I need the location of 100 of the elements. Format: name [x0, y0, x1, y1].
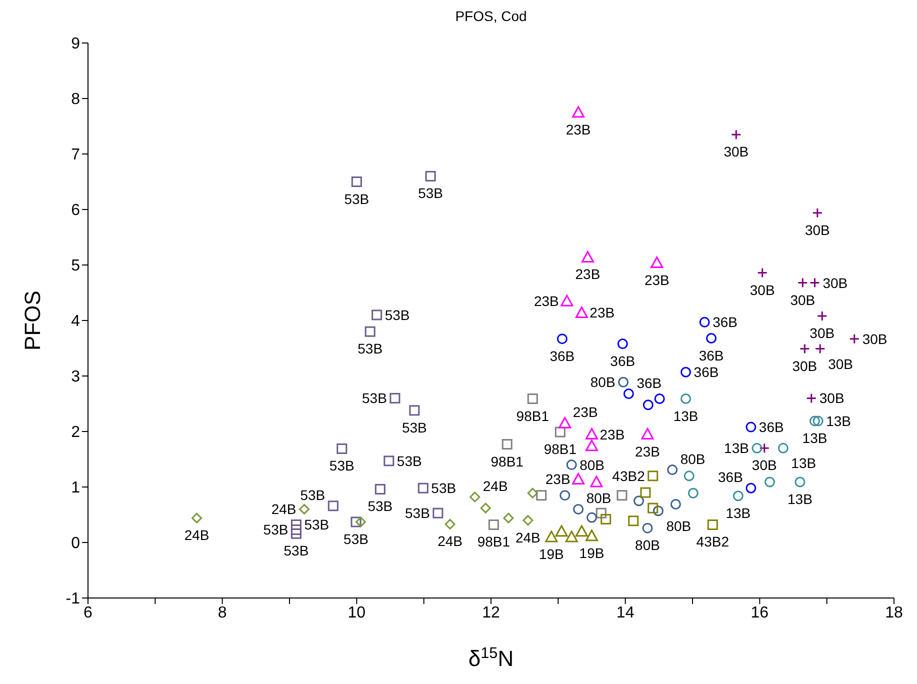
point — [746, 422, 756, 432]
point — [432, 508, 444, 518]
x-tick-label: 18 — [885, 604, 903, 622]
point — [778, 442, 788, 454]
point — [654, 394, 665, 404]
series-label: 30B — [822, 274, 848, 291]
point — [192, 512, 202, 524]
text: 53B — [344, 530, 368, 547]
point — [560, 490, 570, 501]
text: 80B — [635, 537, 660, 554]
series-label: 80B — [580, 456, 605, 473]
point — [299, 504, 310, 514]
point — [764, 476, 775, 488]
text: 23B — [635, 443, 660, 460]
point — [670, 498, 681, 510]
point — [575, 306, 588, 318]
point — [556, 334, 568, 344]
series-label: 53B — [384, 306, 410, 323]
text: 80B — [590, 374, 616, 390]
point — [652, 506, 664, 516]
x-tick-label: 10 — [348, 604, 366, 622]
point — [806, 392, 817, 404]
point — [470, 492, 480, 502]
point — [680, 394, 692, 404]
text: 30B — [752, 457, 777, 474]
text: 98B1 — [477, 534, 510, 550]
point — [642, 400, 654, 410]
point — [586, 512, 597, 523]
point — [667, 464, 678, 476]
text: 13B — [791, 455, 816, 472]
text: 36B — [550, 348, 575, 364]
text: 23B — [600, 426, 625, 442]
text: 53B — [396, 452, 422, 469]
y-axis-title: PFOS — [20, 290, 45, 350]
text: 53B — [431, 480, 456, 496]
y-tick-label: 3 — [71, 368, 80, 386]
point — [503, 512, 514, 524]
point — [425, 170, 436, 182]
y-tick-label: 9 — [71, 36, 80, 53]
text: 36B — [758, 419, 784, 436]
text: 53B — [368, 498, 393, 514]
point — [642, 522, 653, 534]
y-tick-label: 1 — [71, 480, 80, 497]
point — [812, 208, 823, 218]
point — [688, 488, 698, 498]
point — [752, 442, 762, 454]
text: 24B — [482, 478, 508, 494]
point — [641, 428, 654, 440]
text: 30B — [862, 330, 888, 347]
point — [572, 472, 585, 484]
point — [809, 416, 820, 426]
text: 30B — [828, 356, 854, 372]
point — [444, 518, 456, 530]
text: 53B — [358, 340, 383, 357]
x-tick-label: 12 — [482, 604, 500, 622]
text: 53B — [362, 390, 387, 406]
x-tick-label: 14 — [616, 604, 634, 622]
text: 30B — [792, 358, 818, 374]
text: 80B — [586, 490, 612, 506]
point — [799, 344, 810, 354]
series-label: 23B — [534, 293, 559, 310]
point — [554, 426, 566, 438]
point — [797, 278, 808, 288]
point — [502, 439, 512, 450]
point — [558, 416, 572, 428]
text: 24B — [515, 529, 540, 546]
point — [527, 394, 538, 404]
text: 13B — [724, 440, 749, 456]
text: 13B — [726, 504, 751, 521]
point — [290, 528, 302, 539]
point — [849, 334, 860, 344]
text: 53B — [344, 190, 370, 207]
point — [757, 268, 768, 278]
point — [814, 344, 826, 354]
y-tick-label: 4 — [71, 313, 80, 330]
point — [634, 496, 644, 506]
text: 36B — [636, 374, 662, 391]
point — [732, 490, 744, 502]
text: 23B — [644, 272, 670, 288]
text: 24B — [184, 527, 210, 544]
point — [759, 442, 770, 454]
point — [336, 443, 348, 454]
text: 53B — [418, 185, 444, 202]
point — [355, 516, 366, 528]
text: 36B — [698, 347, 724, 364]
text: 36B — [610, 352, 636, 369]
point — [794, 476, 806, 488]
series-label: 13B — [826, 412, 852, 429]
text: 30B — [724, 144, 749, 160]
text: 43B2 — [696, 534, 729, 550]
point — [812, 416, 824, 426]
text: 53B — [402, 419, 427, 436]
point — [573, 504, 584, 514]
point — [480, 502, 491, 514]
y-tick-label: 7 — [71, 146, 80, 164]
point — [650, 256, 664, 268]
point — [618, 376, 629, 388]
point — [596, 508, 606, 518]
text: 36B — [694, 364, 719, 380]
text: 53B — [263, 522, 288, 538]
